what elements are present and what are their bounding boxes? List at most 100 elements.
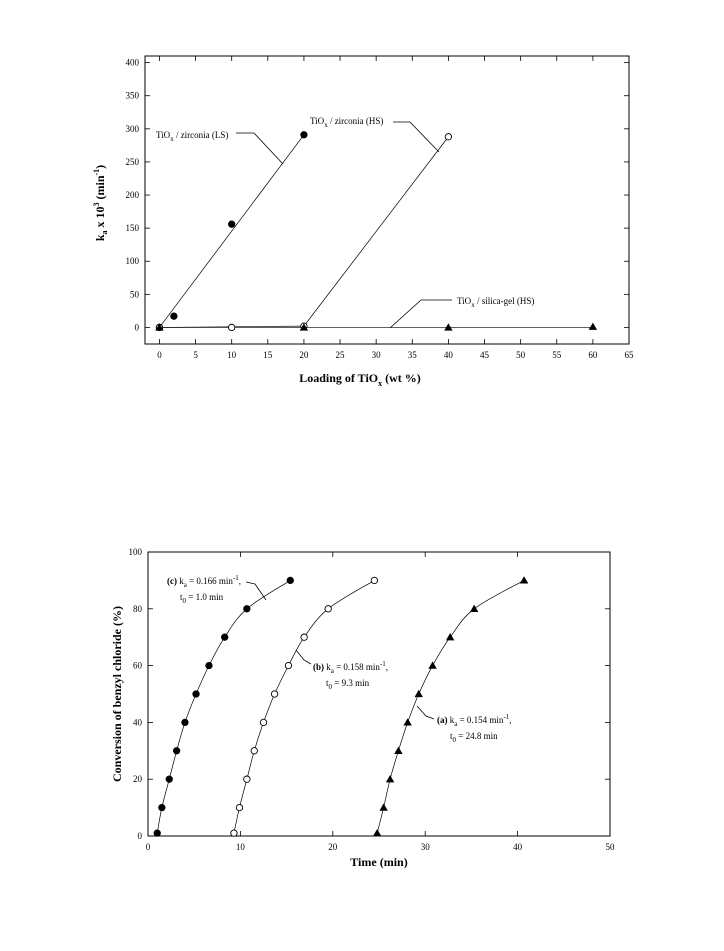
top-x-tick-label: 0 [157,350,162,360]
leader-zirconia-ls [236,132,284,165]
point-b [284,661,293,670]
point-b [230,829,238,837]
point-c [221,633,229,641]
point-c [181,718,189,727]
bottom-x-tick-label: 50 [606,842,616,852]
top-y-tick-label: 400 [126,58,140,68]
bottom-x-axis-label: Time (min) [350,855,407,869]
top-x-tick-label: 15 [263,350,273,360]
bottom-x-tick-label: 20 [328,842,338,852]
top-chart: 0 50 100 150 200 250 300 350 400 0 5 10 15 20 25 30 35 4… [92,55,634,388]
top-x-tick-label: 40 [444,350,454,360]
leader-annotation-c [245,581,267,601]
point-zirconia-hs [228,323,236,332]
point-c [172,747,181,755]
point-b [370,576,379,585]
point-c [153,829,161,837]
top-x-tick-label: 55 [552,350,562,360]
top-x-tick-label: 30 [372,350,382,360]
series-label-zirconia-ls: TiOx / zirconia (LS) [156,130,228,143]
top-x-axis: 0 5 10 15 20 25 30 35 40 45 50 55 60 65 [157,56,634,360]
top-x-tick-label: 5 [193,350,198,360]
top-x-tick-label: 25 [336,350,346,360]
curve-c [156,580,291,834]
point-b [300,633,308,641]
point-a [379,803,388,811]
point-a [372,828,382,837]
top-x-tick-label: 60 [588,350,598,360]
point-zirconia-ls [170,312,178,320]
point-b [324,605,332,613]
point-b [250,747,258,755]
bottom-y-tick-label: 20 [133,774,143,784]
bottom-x-tick-label: 0 [146,842,151,852]
fit-line-zirconia-ls [159,134,305,328]
point-c [286,576,294,585]
bottom-y-tick-label: 100 [129,547,143,557]
curve-a [376,580,525,834]
top-y-tick-label: 200 [126,190,140,200]
bottom-y-tick-label: 0 [138,831,143,841]
leader-zirconia-hs [393,121,440,153]
point-a [394,746,403,754]
point-b [243,775,251,783]
top-plot-frame [144,55,630,345]
point-silica-gel [155,323,164,331]
bottom-y-axis: 0 20 40 60 80 100 [129,547,610,841]
top-y-tick-label: 250 [126,157,140,167]
curve-b [233,580,375,834]
bottom-y-tick-label: 80 [133,604,143,614]
bottom-data-points [153,576,529,837]
point-silica-gel [588,322,598,330]
point-c [158,803,166,812]
bottom-x-axis: 0 10 20 30 40 50 [146,552,615,852]
top-x-tick-label: 50 [516,350,526,360]
annotation-a-line2: t0 = 24.8 min [450,731,498,744]
point-zirconia-hs [444,133,453,141]
annotation-c-line2: t0 = 1.0 min [180,592,224,605]
point-b [259,718,268,727]
bottom-x-tick-label: 10 [236,842,246,852]
point-c [243,605,251,613]
point-b [235,803,244,812]
point-c [165,775,173,783]
point-a [445,633,455,641]
top-y-tick-label: 350 [126,91,140,101]
bottom-fit-curves [156,580,525,834]
annotation-c-line1: (c) ka = 0.166 min-1, [167,574,241,589]
point-silica-gel [444,323,453,331]
top-y-tick-label: 100 [126,256,140,266]
point-c [205,661,213,670]
top-x-tick-label: 65 [625,350,635,360]
annotation-b-line1: (b) ka = 0.158 min-1, [313,660,388,675]
point-a [469,604,479,612]
bottom-chart: 0 20 40 60 80 100 0 10 20 30 40 50 Conversion of b… [110,547,615,869]
point-a [519,576,529,584]
leader-annotation-b [295,649,312,665]
top-x-tick-label: 45 [480,350,490,360]
top-x-tick-label: 10 [227,350,237,360]
series-label-zirconia-hs: TiOx / zirconia (HS) [310,116,383,129]
top-x-tick-label: 20 [299,350,309,360]
top-y-tick-label: 150 [126,223,140,233]
point-silica-gel [299,323,309,331]
top-x-axis-label: Loading of TiOx (wt %) [299,371,421,388]
annotation-b-line2: t0 = 9.3 min [326,678,370,691]
series-label-silica-gel: TiOx / silica-gel (HS) [457,296,534,309]
top-y-tick-label: 300 [126,124,140,134]
top-y-tick-label: 50 [130,289,140,299]
leader-annotation-a [416,705,435,720]
point-c [192,690,200,698]
bottom-x-tick-label: 30 [421,842,431,852]
top-y-axis-label: ka x 103 (min-1) [92,165,109,241]
bottom-y-tick-label: 60 [133,661,143,671]
point-a [385,775,395,783]
point-a [403,718,412,726]
point-a [428,661,437,669]
point-zirconia-ls [300,131,308,139]
annotation-a-line1: (a) ka = 0.154 min-1, [437,713,512,728]
fit-line-zirconia-hs [303,136,449,327]
top-x-tick-label: 35 [408,350,418,360]
top-y-axis: 0 50 100 150 200 250 300 350 400 [126,58,629,332]
